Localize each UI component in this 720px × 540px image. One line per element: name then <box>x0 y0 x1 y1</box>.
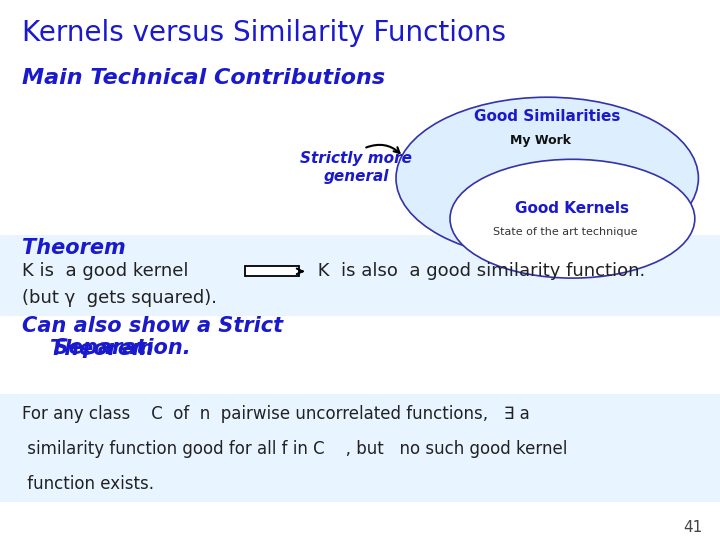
Text: 41: 41 <box>683 519 702 535</box>
Text: similarity function good for all f in C    , but   no such good kernel: similarity function good for all f in C … <box>22 440 567 458</box>
Text: Theorem: Theorem <box>50 339 154 359</box>
Text: Strictly more
general: Strictly more general <box>300 151 413 184</box>
Text: Main Technical Contributions: Main Technical Contributions <box>22 68 384 87</box>
Text: Separation.: Separation. <box>32 338 191 357</box>
Bar <box>0 394 720 502</box>
Text: K  is also  a good similarity function.: K is also a good similarity function. <box>312 262 645 280</box>
Text: function exists.: function exists. <box>22 475 153 493</box>
Text: For any class    C  of  n  pairwise uncorrelated functions,   ∃ a: For any class C of n pairwise uncorrelat… <box>22 405 529 423</box>
Text: (but γ  gets squared).: (but γ gets squared). <box>22 289 217 307</box>
Text: State of the art technique: State of the art technique <box>493 227 637 237</box>
Text: Kernels versus Similarity Functions: Kernels versus Similarity Functions <box>22 19 505 47</box>
FancyBboxPatch shape <box>245 267 299 276</box>
Text: My Work: My Work <box>510 134 570 147</box>
Text: Good Kernels: Good Kernels <box>516 201 629 217</box>
Text: Good Similarities: Good Similarities <box>474 109 621 124</box>
Text: Theorem: Theorem <box>22 238 125 258</box>
Bar <box>0 235 720 316</box>
Text: K is  a good kernel: K is a good kernel <box>22 262 188 280</box>
Ellipse shape <box>396 97 698 259</box>
Text: Can also show a Strict: Can also show a Strict <box>22 316 283 336</box>
Ellipse shape <box>450 159 695 278</box>
